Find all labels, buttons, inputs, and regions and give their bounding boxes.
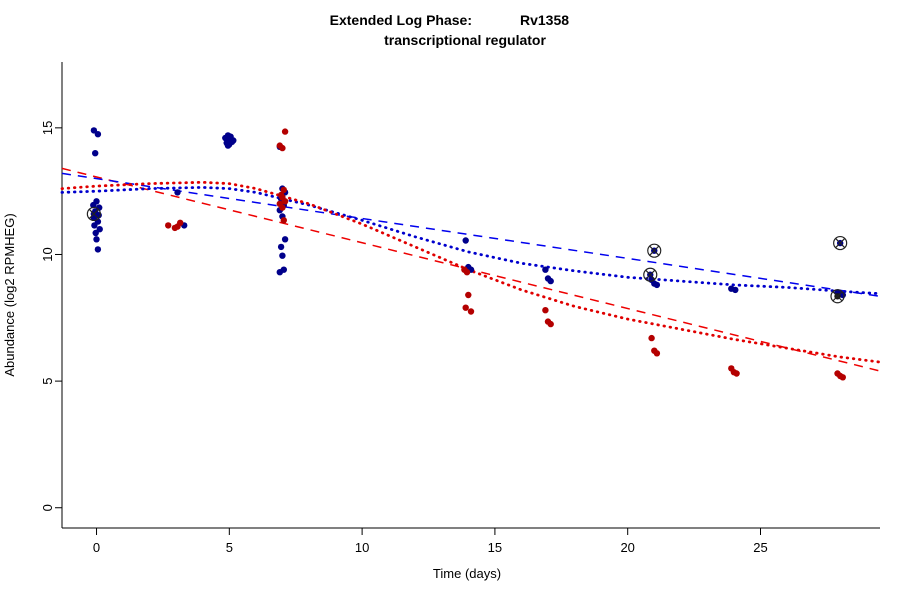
data-point xyxy=(281,198,289,205)
data-point xyxy=(547,277,554,285)
data-point xyxy=(280,186,287,194)
data-point xyxy=(467,308,475,315)
flagged-point xyxy=(833,235,848,251)
blue-dotted-smooth-fit xyxy=(60,185,882,296)
x-tick-label: 20 xyxy=(620,540,634,555)
data-point xyxy=(93,236,100,243)
data-point xyxy=(165,222,172,229)
data-point xyxy=(94,246,102,253)
data-point xyxy=(281,128,289,135)
chart-title-prefix: Extended Log Phase: xyxy=(330,12,472,28)
flagged-point xyxy=(86,206,101,222)
y-axis-label: Abundance (log2 RPMHEG) xyxy=(2,213,17,376)
data-point xyxy=(94,131,102,138)
data-point xyxy=(91,222,98,229)
x-tick-label: 5 xyxy=(226,540,233,555)
data-point xyxy=(280,217,287,224)
red-condition-points xyxy=(165,128,846,381)
data-point xyxy=(542,266,549,273)
data-point xyxy=(653,350,661,357)
data-point xyxy=(281,236,289,243)
data-point xyxy=(90,201,97,209)
flagged-points xyxy=(86,206,848,304)
y-tick-label: 10 xyxy=(40,247,55,261)
data-point xyxy=(276,269,283,276)
data-point xyxy=(547,320,554,328)
data-point xyxy=(542,307,549,314)
axes: 0 5 10 15 20 25 0 5 10 15 xyxy=(40,62,880,555)
data-point xyxy=(733,370,740,377)
red-dotted-smooth-fit xyxy=(60,180,882,364)
x-tick-label: 15 xyxy=(488,540,502,555)
x-axis-label: Time (days) xyxy=(433,566,501,581)
flagged-point xyxy=(643,267,658,282)
data-point xyxy=(174,189,181,196)
data-point xyxy=(648,334,655,342)
data-point xyxy=(462,304,469,311)
data-point xyxy=(90,127,98,134)
data-point xyxy=(277,243,285,251)
y-tick-label: 5 xyxy=(40,377,55,384)
flagged-point xyxy=(647,243,662,258)
data-point xyxy=(230,137,237,144)
x-tick-label: 0 xyxy=(93,540,100,555)
blue-dashed-linear-fit xyxy=(61,172,881,298)
y-tick-label: 0 xyxy=(40,504,55,511)
data-point xyxy=(92,229,99,237)
data-point xyxy=(465,291,472,299)
data-point xyxy=(224,142,232,149)
x-tick-label: 10 xyxy=(355,540,369,555)
data-point xyxy=(732,286,739,294)
data-points xyxy=(90,127,846,381)
data-point xyxy=(177,219,184,226)
data-point xyxy=(839,374,846,381)
chart-subtitle: transcriptional regulator xyxy=(384,32,546,48)
data-point xyxy=(653,281,661,289)
data-point xyxy=(462,237,469,244)
y-tick-label: 15 xyxy=(40,121,55,135)
gene-name: Rv1358 xyxy=(520,12,569,28)
data-point xyxy=(92,150,99,157)
data-point xyxy=(279,252,286,259)
x-tick-label: 25 xyxy=(753,540,767,555)
data-point xyxy=(279,204,286,211)
flagged-point xyxy=(830,289,845,304)
data-point xyxy=(279,144,286,152)
data-point xyxy=(463,269,471,276)
data-point xyxy=(96,226,103,233)
